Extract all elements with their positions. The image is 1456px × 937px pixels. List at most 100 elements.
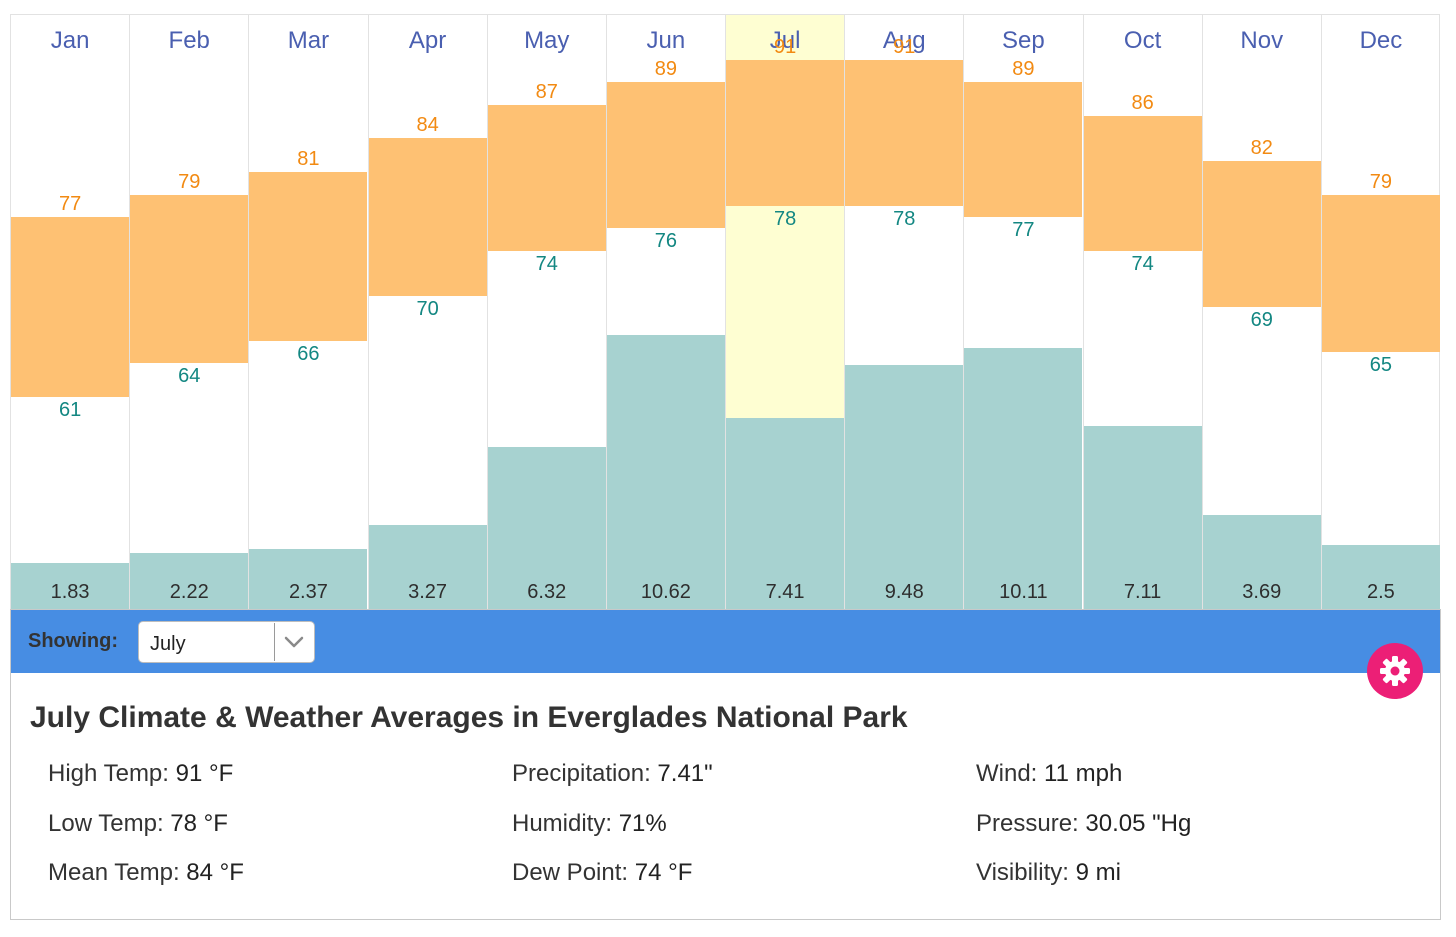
precipitation-label: 10.62	[640, 581, 691, 603]
precipitation-label: 7.11	[1123, 581, 1162, 603]
stat-pressure: Pressure: 30.05 "Hg	[976, 810, 1191, 838]
high-temp-label: 89	[1012, 58, 1035, 81]
stat-low-temp: Low Temp: 78 °F	[48, 810, 228, 838]
stat-humidity: Humidity: 71%	[512, 810, 667, 838]
month-column[interactable]: Aug 91 78 9.48	[844, 15, 964, 610]
month-column[interactable]: Sep 89 77 10.11	[963, 15, 1083, 610]
month-label: Feb	[168, 27, 210, 54]
stat-precipitation: Precipitation: 7.41"	[512, 760, 713, 788]
select-divider	[274, 623, 275, 661]
month-column[interactable]: Oct 86 74 7.11	[1082, 15, 1202, 610]
month-label: Aug	[882, 27, 926, 54]
stat-label: Pressure:	[976, 810, 1079, 837]
temperature-range-bar	[130, 194, 249, 363]
month-label: Nov	[1240, 27, 1284, 54]
temperature-range-bar	[726, 59, 845, 206]
low-temp-label: 66	[297, 342, 320, 365]
precipitation-label: 2.37	[288, 581, 328, 603]
stat-value: 78 °F	[170, 810, 228, 837]
showing-label: Showing:	[28, 630, 118, 652]
temperature-range-bar	[368, 138, 487, 296]
stat-value: 74 °F	[634, 859, 693, 886]
high-temp-label: 82	[1250, 136, 1273, 159]
temperature-range-bar	[845, 59, 964, 206]
month-column[interactable]: Feb 79 64 2.22	[129, 15, 249, 610]
low-temp-label: 76	[654, 230, 678, 253]
stat-label: Precipitation:	[512, 760, 651, 787]
high-temp-label: 79	[1369, 170, 1393, 193]
high-temp-label: 81	[297, 148, 320, 171]
precipitation-bar	[726, 418, 845, 610]
high-temp-label: 86	[1131, 92, 1154, 115]
precipitation-label: 9.48	[884, 581, 924, 603]
precipitation-label: 7.41	[765, 581, 805, 603]
precipitation-label: 2.5	[1367, 581, 1395, 603]
stat-label: Mean Temp:	[48, 859, 180, 886]
stat-label: Dew Point:	[512, 859, 629, 886]
precipitation-bar	[11, 562, 130, 610]
low-temp-label: 70	[416, 297, 439, 320]
low-temp-label: 64	[178, 365, 201, 388]
temperature-range-bar	[1321, 194, 1440, 352]
high-temp-label: 84	[416, 114, 439, 137]
stat-value: 84 °F	[186, 859, 244, 886]
precipitation-label: 3.69	[1242, 581, 1282, 603]
month-column[interactable]: Jul 91 78 7.41	[725, 15, 845, 610]
month-label: Jan	[50, 27, 90, 54]
month-column[interactable]: Jun 89 76 10.62	[605, 15, 725, 610]
precipitation-label: 10.11	[999, 581, 1048, 603]
monthly-climate-chart: Jan 77 61 1.83 Feb 79 64 2.22 Mar 81 66 2.37 Apr 84 70…	[10, 14, 1440, 610]
low-temp-label: 78	[893, 207, 916, 230]
month-label: Sep	[1002, 27, 1045, 54]
low-temp-label: 65	[1369, 353, 1393, 376]
details-panel: Showing: July July Climate &	[10, 609, 1441, 920]
stat-visibility: Visibility: 9 mi	[976, 859, 1121, 887]
precipitation-bar	[1321, 545, 1440, 610]
precipitation-bar	[249, 548, 368, 610]
precipitation-bar	[845, 364, 964, 610]
temperature-range-bar	[249, 172, 368, 341]
month-label: Jun	[646, 27, 686, 54]
temperature-range-bar	[1083, 116, 1202, 251]
high-temp-label: 89	[654, 58, 678, 81]
stat-label: Visibility:	[976, 859, 1069, 886]
month-select[interactable]: July	[138, 621, 315, 663]
high-temp-label: 91	[773, 35, 797, 58]
low-temp-label: 74	[1131, 252, 1154, 275]
month-column[interactable]: Apr 84 70 3.27	[367, 15, 487, 610]
month-label: May	[524, 27, 570, 54]
stat-high-temp: High Temp: 91 °F	[48, 760, 233, 788]
high-temp-label: 87	[535, 80, 558, 103]
temperature-range-bar	[11, 217, 130, 397]
stat-mean-temp: Mean Temp: 84 °F	[48, 859, 244, 887]
stat-label: High Temp:	[48, 760, 169, 787]
gear-icon	[1380, 656, 1410, 686]
temperature-range-bar	[1202, 160, 1321, 307]
low-temp-label: 78	[773, 207, 797, 230]
settings-button[interactable]	[1367, 643, 1423, 699]
month-label: Apr	[408, 27, 447, 54]
precipitation-bar	[964, 348, 1083, 610]
stat-label: Low Temp:	[48, 810, 164, 837]
precipitation-bar	[368, 525, 487, 610]
stat-value: 71%	[618, 810, 667, 837]
month-column[interactable]: Nov 82 69 3.69	[1201, 15, 1321, 610]
month-column[interactable]: Jan 77 61 1.83	[10, 15, 130, 610]
temperature-range-bar	[606, 82, 725, 229]
precipitation-label: 2.22	[169, 581, 209, 603]
month-column[interactable]: May 87 74 6.32	[486, 15, 606, 610]
low-temp-label: 74	[535, 252, 558, 275]
high-temp-label: 79	[178, 170, 201, 193]
month-column[interactable]: Dec 79 65 2.5	[1320, 15, 1440, 610]
month-label: Dec	[1359, 27, 1403, 54]
precipitation-bar	[487, 446, 606, 610]
stat-label: Humidity:	[512, 810, 613, 837]
low-temp-label: 69	[1250, 308, 1273, 331]
stat-value: 30.05 "Hg	[1085, 810, 1192, 837]
month-label: Mar	[287, 27, 330, 54]
low-temp-label: 61	[58, 398, 82, 421]
precipitation-label: 6.32	[527, 581, 567, 603]
high-temp-label: 91	[893, 35, 916, 58]
month-toolbar: Showing: July	[11, 610, 1440, 673]
month-column[interactable]: Mar 81 66 2.37	[248, 15, 368, 610]
